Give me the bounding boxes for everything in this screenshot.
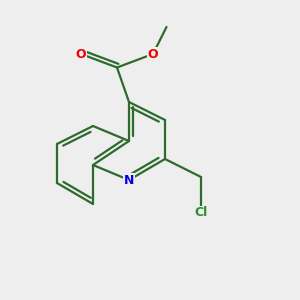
Text: O: O bbox=[148, 47, 158, 61]
Text: O: O bbox=[76, 47, 86, 61]
Text: Cl: Cl bbox=[194, 206, 208, 220]
Text: N: N bbox=[124, 173, 134, 187]
